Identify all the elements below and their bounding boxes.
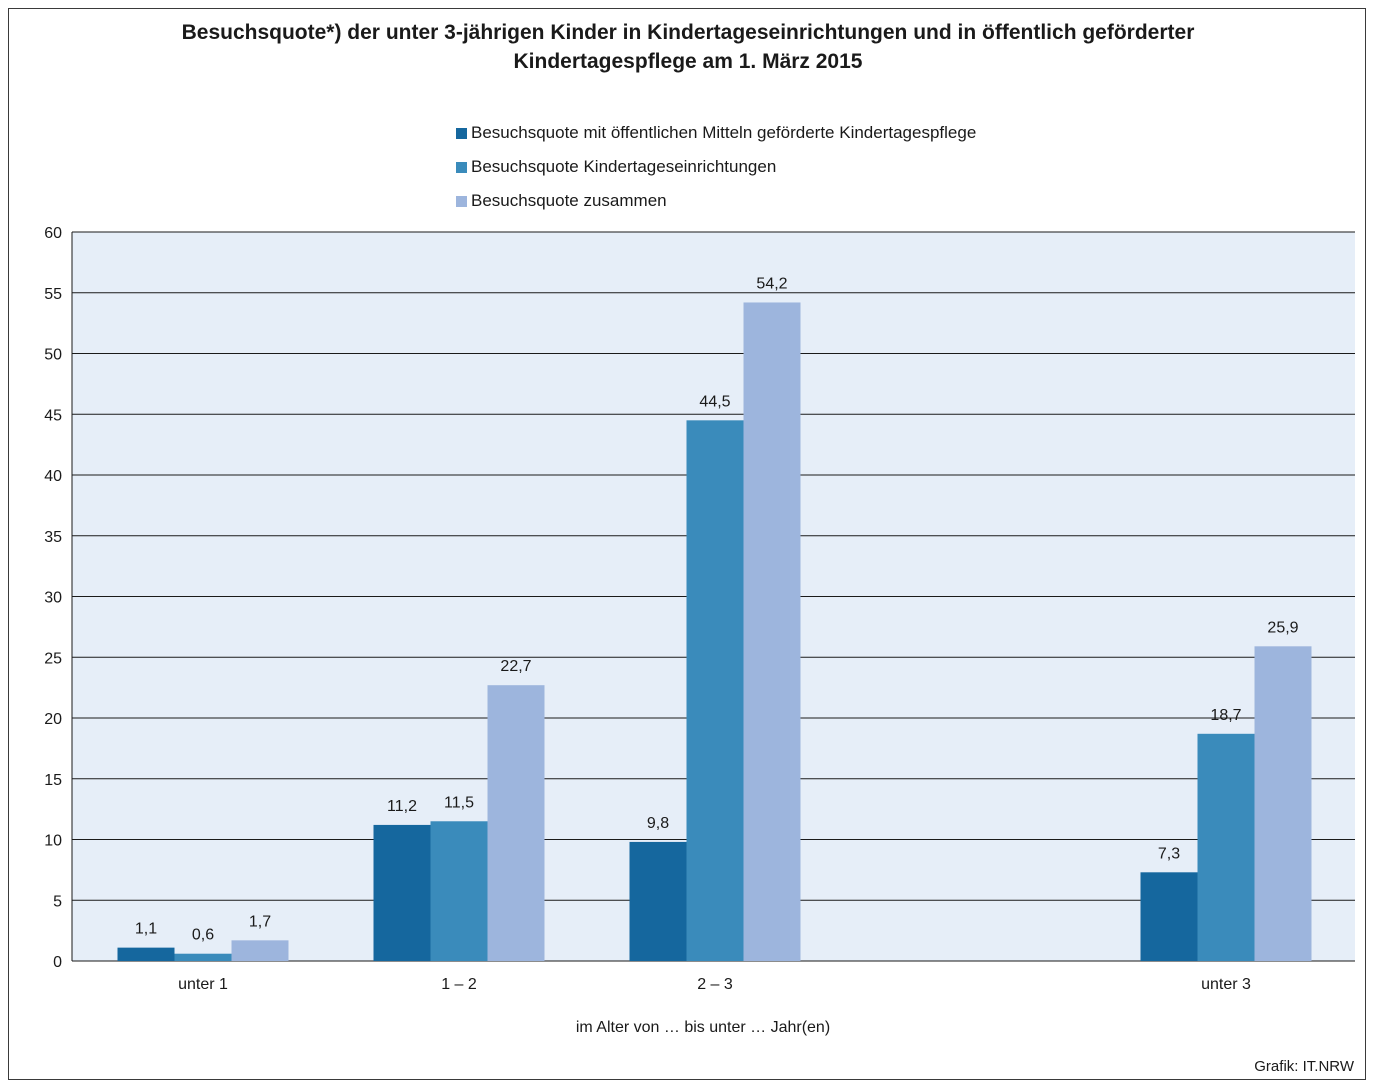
y-tick-label: 20 [44, 711, 62, 728]
y-tick-label: 45 [44, 407, 62, 424]
data-label: 44,5 [699, 393, 730, 410]
data-label: 1,7 [249, 913, 271, 930]
data-label: 11,5 [444, 794, 474, 811]
data-label: 18,7 [1210, 707, 1241, 724]
bar [1141, 872, 1198, 961]
y-tick-label: 50 [44, 347, 62, 364]
x-tick-label: unter 3 [1201, 976, 1251, 993]
bar [687, 420, 744, 961]
y-tick-label: 30 [44, 590, 62, 607]
data-label: 0,6 [192, 927, 214, 944]
source-credit: Grafik: IT.NRW [1254, 1058, 1354, 1075]
bar [630, 842, 687, 961]
data-label: 25,9 [1267, 619, 1298, 636]
x-tick-label: 2 – 3 [697, 976, 733, 993]
y-tick-label: 5 [53, 893, 62, 910]
bar [374, 825, 431, 961]
bar [118, 948, 175, 961]
y-tick-label: 15 [44, 772, 62, 789]
bar [744, 302, 801, 961]
data-label: 1,1 [135, 921, 157, 938]
bar [175, 954, 232, 961]
y-tick-label: 40 [44, 468, 62, 485]
y-tick-label: 35 [44, 529, 62, 546]
data-label: 22,7 [500, 658, 531, 675]
x-axis-title: im Alter von … bis unter … Jahr(en) [576, 1019, 830, 1036]
y-tick-label: 25 [44, 650, 62, 667]
y-tick-label: 10 [44, 833, 62, 850]
data-label: 7,3 [1158, 845, 1180, 862]
bar [1198, 734, 1255, 961]
data-label: 9,8 [647, 815, 669, 832]
bar [431, 821, 488, 961]
x-tick-label: unter 1 [178, 976, 228, 993]
y-tick-label: 55 [44, 286, 62, 303]
bar [1255, 646, 1312, 961]
y-tick-label: 0 [53, 954, 62, 971]
bar [232, 940, 289, 961]
bar [488, 685, 545, 961]
data-label: 54,2 [756, 275, 787, 292]
y-tick-label: 60 [44, 225, 62, 242]
x-tick-label: 1 – 2 [441, 976, 477, 993]
data-label: 11,2 [387, 798, 417, 815]
